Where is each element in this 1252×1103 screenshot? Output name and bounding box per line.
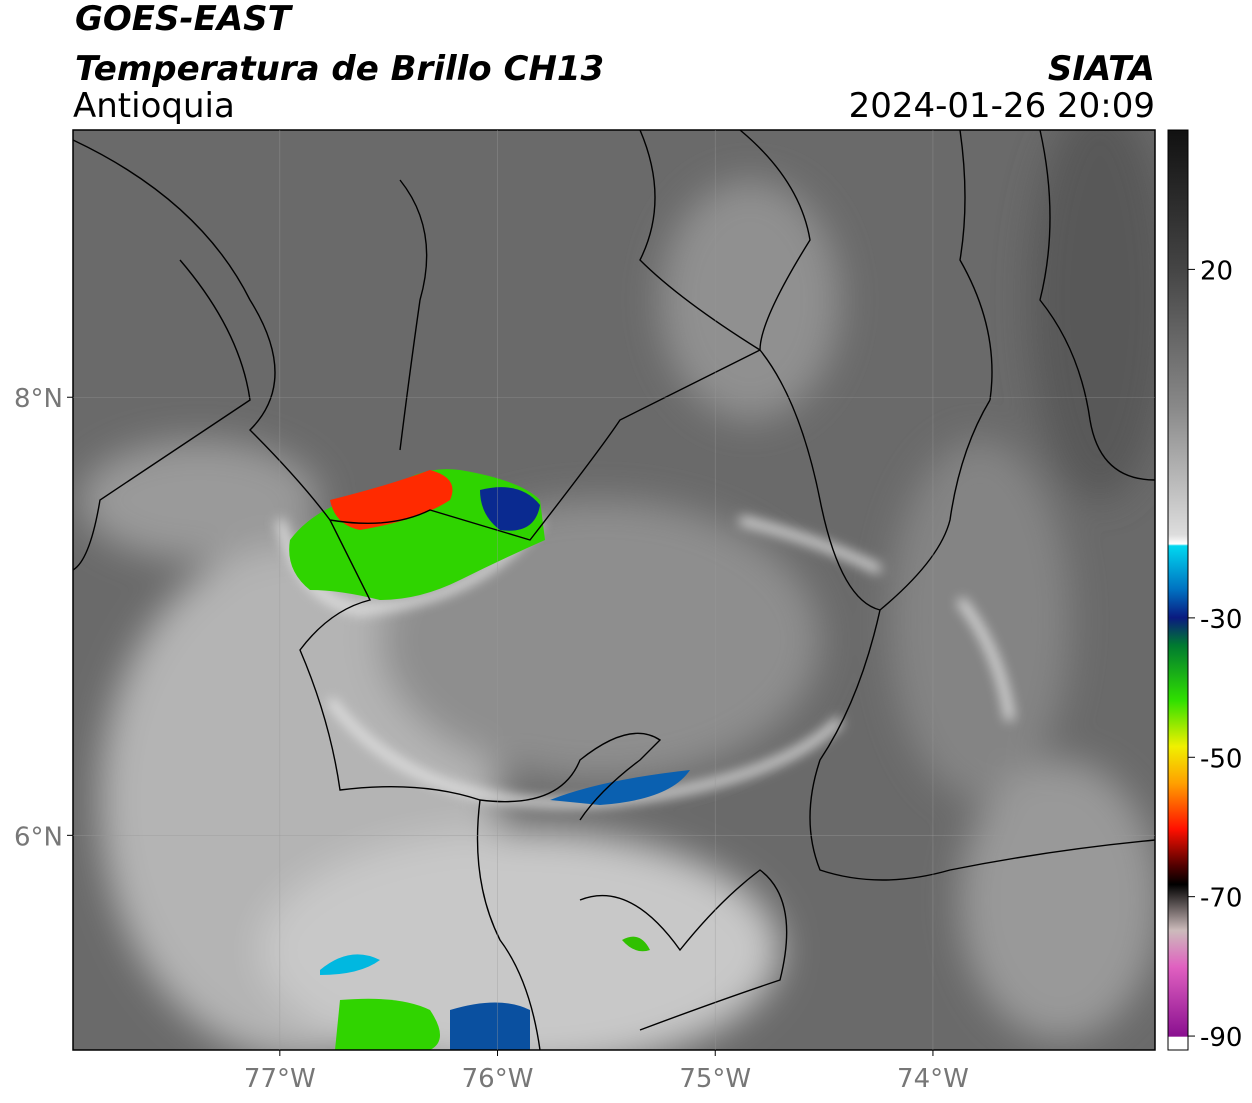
x-tick-label: 74°W [897, 1064, 969, 1094]
colorbar-tick-label: 20 [1200, 256, 1233, 286]
title: GOES-EAST [75, 0, 294, 39]
colorbar-tick-label: -70 [1200, 884, 1242, 914]
subtitle: Temperatura de Brillo CH13 [75, 49, 604, 89]
colorbar-tick-label: -50 [1200, 744, 1242, 774]
colorbar [1167, 129, 1189, 1051]
map-frame [72, 129, 1156, 1051]
x-tick-label: 75°W [679, 1064, 751, 1094]
x-tick-label: 77°W [244, 1064, 316, 1094]
colorbar-tick-label: -30 [1200, 605, 1242, 635]
y-tick-label: 6°N [14, 822, 63, 852]
y-tick-label: 8°N [14, 384, 63, 414]
datetime: 2024-01-26 20:09 [849, 86, 1155, 126]
colorbar-tick-label: -90 [1200, 1023, 1242, 1053]
source: SIATA [1048, 49, 1155, 89]
x-tick-label: 76°W [462, 1064, 534, 1094]
region: Antioquia [73, 86, 235, 126]
satellite-image [73, 130, 1155, 1050]
